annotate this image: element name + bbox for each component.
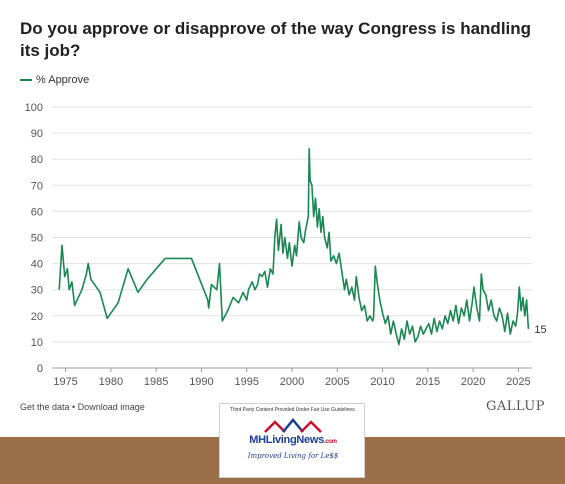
x-tick-label: 2020 (461, 376, 485, 388)
x-axis-ticks: 1975 1980 1985 1990 1995 2000 2005 2010 2015 2020… (53, 368, 531, 388)
x-tick-label: 1975 (53, 376, 77, 388)
x-tick-label: 2010 (370, 376, 394, 388)
footer-links[interactable]: Get the data • Download image (20, 402, 145, 412)
end-value-label-group: 15 (534, 324, 546, 336)
watermark: Third Party Content Provided Under Fair … (219, 403, 365, 478)
y-tick-label: 50 (31, 233, 43, 245)
y-tick-label: 100 (25, 102, 43, 114)
x-tick-label: 1990 (189, 376, 213, 388)
end-value-label: 15 (534, 324, 546, 336)
x-tick-label: 1980 (99, 376, 123, 388)
y-tick-label: 40 (31, 259, 43, 271)
chart-card: Do you approve or disapprove of the way … (20, 19, 547, 414)
watermark-brand-suffix: .com (323, 439, 337, 445)
y-axis-ticks: 0 10 20 30 40 50 60 70 80 90 100 (25, 102, 43, 375)
x-tick-label: 2015 (416, 376, 440, 388)
watermark-notice: Third Party Content Provided Under Fair … (229, 407, 357, 413)
y-tick-label: 70 (31, 180, 43, 192)
gallup-logo: GALLUP (485, 399, 545, 414)
x-tick-label: 2005 (325, 376, 349, 388)
y-tick-label: 0 (37, 363, 43, 375)
watermark-brand-name: MHLivingNews (249, 434, 324, 446)
x-tick-label: 2025 (506, 376, 530, 388)
x-tick-label: 2000 (280, 376, 304, 388)
watermark-brand: MHLivingNews.com (220, 434, 366, 446)
series-approve (58, 148, 530, 346)
houses-icon (264, 418, 322, 433)
y-tick-label: 10 (31, 337, 43, 349)
y-tick-label: 90 (31, 128, 43, 140)
gridlines (52, 106, 532, 369)
x-tick-label: 1985 (144, 376, 168, 388)
legend: % Approve (20, 74, 89, 86)
legend-label: % Approve (36, 74, 90, 86)
y-tick-label: 30 (31, 285, 43, 297)
y-tick-label: 60 (31, 206, 43, 218)
x-tick-label: 1995 (234, 376, 258, 388)
y-tick-label: 20 (31, 311, 43, 323)
series-line-approve (58, 148, 530, 346)
y-tick-label: 80 (31, 154, 43, 166)
watermark-tagline: Improved Living for Le$$ (247, 452, 339, 460)
legend-swatch (20, 79, 32, 81)
chart-title: Do you approve or disapprove of the way … (20, 19, 532, 60)
